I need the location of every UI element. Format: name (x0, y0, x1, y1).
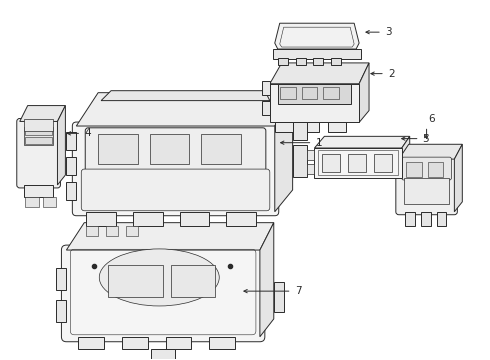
FancyBboxPatch shape (81, 169, 270, 211)
Bar (274, 282, 284, 312)
Bar (56, 300, 66, 322)
Bar (278, 84, 351, 104)
Bar (66, 132, 76, 150)
Bar (24, 119, 53, 131)
Bar (270, 84, 359, 122)
Text: 6: 6 (429, 114, 435, 125)
Bar (293, 122, 307, 140)
Text: 1: 1 (316, 138, 322, 148)
FancyBboxPatch shape (61, 245, 265, 342)
Text: 7: 7 (294, 286, 301, 296)
Bar (295, 58, 306, 65)
Bar (133, 212, 163, 226)
Bar (126, 226, 138, 235)
Bar (301, 87, 318, 99)
Bar (315, 148, 402, 178)
Bar (301, 122, 319, 132)
Bar (328, 122, 346, 132)
Ellipse shape (99, 249, 219, 306)
Bar (66, 182, 76, 200)
Bar (209, 337, 235, 349)
Bar (179, 212, 209, 226)
Bar (24, 197, 39, 207)
Bar (307, 150, 315, 160)
Text: 3: 3 (385, 27, 392, 37)
Bar (24, 127, 53, 145)
Polygon shape (454, 144, 462, 212)
Bar (166, 337, 192, 349)
Bar (43, 197, 56, 207)
Polygon shape (260, 223, 274, 337)
FancyBboxPatch shape (17, 118, 60, 188)
Bar (165, 359, 172, 360)
Bar (66, 157, 76, 175)
Bar (437, 212, 446, 226)
Bar (56, 268, 66, 290)
Bar (348, 154, 366, 172)
Bar (24, 185, 53, 197)
Text: 4: 4 (84, 129, 91, 138)
Bar (278, 58, 288, 65)
Bar (406, 162, 421, 177)
Bar (106, 226, 118, 235)
Polygon shape (359, 63, 369, 122)
Bar (314, 58, 323, 65)
Polygon shape (275, 23, 359, 49)
Bar (404, 178, 449, 204)
FancyBboxPatch shape (85, 128, 266, 173)
Bar (273, 49, 361, 59)
Bar (150, 134, 190, 164)
Bar (122, 337, 148, 349)
FancyBboxPatch shape (402, 157, 451, 180)
Bar (98, 134, 138, 164)
Bar (428, 162, 443, 177)
Polygon shape (275, 93, 293, 212)
Bar (108, 265, 163, 297)
Bar (153, 359, 161, 360)
Polygon shape (101, 91, 270, 100)
Polygon shape (270, 63, 369, 84)
Bar (24, 137, 52, 144)
Bar (420, 212, 431, 226)
Bar (293, 145, 307, 177)
Bar (86, 212, 116, 226)
Polygon shape (66, 223, 274, 250)
Polygon shape (399, 144, 462, 159)
Bar (323, 87, 339, 99)
Bar (171, 265, 215, 297)
Polygon shape (57, 105, 65, 185)
Bar (322, 154, 340, 172)
Bar (275, 122, 293, 132)
Bar (86, 226, 98, 235)
FancyBboxPatch shape (73, 122, 279, 216)
Bar (78, 337, 104, 349)
Bar (201, 134, 241, 164)
Bar (307, 164, 315, 174)
Bar (318, 150, 398, 175)
Text: 2: 2 (388, 69, 394, 78)
Bar (24, 128, 52, 135)
Polygon shape (315, 136, 410, 148)
Bar (374, 154, 392, 172)
Bar (331, 58, 341, 65)
Polygon shape (76, 93, 293, 126)
Bar (280, 87, 295, 99)
FancyBboxPatch shape (396, 156, 457, 215)
Polygon shape (402, 136, 410, 178)
Bar (262, 81, 270, 95)
Text: 5: 5 (422, 134, 429, 144)
Bar (262, 100, 270, 114)
Polygon shape (20, 105, 65, 121)
Bar (151, 349, 174, 359)
Bar (226, 212, 256, 226)
Bar (405, 212, 415, 226)
